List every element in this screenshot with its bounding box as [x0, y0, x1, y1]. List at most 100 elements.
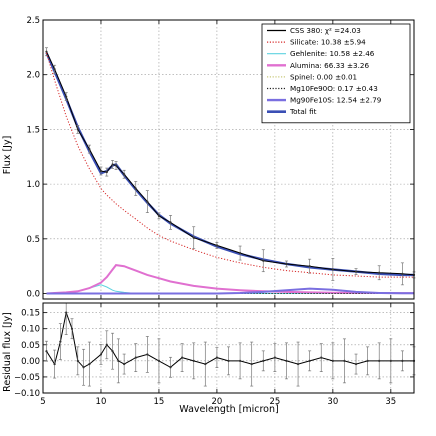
data-point — [105, 343, 108, 346]
data-point — [45, 350, 48, 353]
y-tick-label: −0.05 — [14, 373, 40, 383]
y-tick-label: −0.10 — [14, 389, 40, 399]
y-tick-label: 1.0 — [26, 180, 40, 190]
series-mg90fe10s — [46, 287, 414, 295]
data-point — [70, 327, 74, 330]
data-point — [169, 221, 172, 224]
data-point — [285, 359, 288, 362]
data-point — [192, 236, 195, 239]
data-point — [192, 359, 195, 362]
data-point — [238, 359, 242, 362]
data-point — [308, 359, 311, 362]
series-residual — [46, 310, 414, 368]
data-point — [181, 356, 184, 359]
data-point — [65, 95, 68, 98]
data-point — [331, 359, 334, 362]
y-tick-label: 0.05 — [21, 341, 40, 351]
data-point — [343, 359, 346, 362]
x-tick-label: 25 — [269, 397, 280, 407]
y-tick-label: 2.0 — [26, 71, 40, 81]
data-point — [215, 244, 219, 247]
legend-entry: Spinel: 0.00 ±0.01 — [290, 72, 357, 81]
y-tick-label: 1.5 — [26, 125, 40, 135]
legend: CSS 380: χ² =24.03 Silicate: 10.38 ±5.94 G… — [261, 23, 411, 124]
data-point — [273, 356, 276, 359]
data-point — [53, 362, 56, 366]
legend-box — [261, 23, 411, 124]
spectrum-y-axis-label: Flux [Jy] — [2, 136, 13, 175]
plot-frame-bottom — [42, 302, 415, 394]
data-point — [320, 356, 323, 359]
data-point — [134, 356, 137, 359]
residual-y-axis-label: Residual flux [Jy] — [2, 312, 13, 392]
legend-entry: Mg10Fe90O: 0.17 ±0.43 — [290, 84, 378, 93]
data-point — [215, 356, 219, 359]
data-point — [111, 350, 114, 353]
legend-entry: CSS 380: χ² =24.03 — [290, 26, 361, 35]
residual-panel: 5 10 15 20 25 30 35 −0.10 −0.05 0.00 0.05 0.10 0.15 — [14, 302, 416, 407]
data-point — [262, 359, 265, 362]
data-point — [204, 362, 207, 366]
data-point — [331, 268, 334, 271]
y-tick-label: 0.10 — [21, 325, 40, 335]
data-point — [76, 128, 79, 131]
y-tick-label: 0.15 — [21, 309, 40, 319]
data-point — [378, 271, 381, 274]
data-point — [134, 187, 137, 190]
data-point — [238, 251, 242, 255]
data-point — [45, 50, 48, 53]
data-point — [59, 340, 62, 343]
plot-frame-top — [42, 19, 415, 300]
x-axis-label: Wavelength [micron] — [179, 404, 278, 415]
data-point — [99, 169, 103, 173]
data-point — [296, 362, 300, 366]
legend-entry: Gehlenite: 10.58 ±2.46 — [290, 49, 375, 58]
data-point — [227, 359, 230, 362]
y-tick-label: 2.5 — [26, 16, 40, 26]
x-tick-label: 15 — [154, 397, 165, 407]
data-point — [157, 214, 161, 217]
data-point — [401, 272, 404, 275]
y-tick-label: 0.00 — [21, 357, 40, 367]
data-point — [123, 362, 126, 366]
x-tick-label: 35 — [385, 397, 396, 407]
x-tick-label: 5 — [40, 397, 45, 407]
data-point — [157, 359, 161, 362]
data-point — [401, 359, 404, 362]
data-point — [105, 170, 108, 174]
series-silicate — [46, 52, 414, 278]
data-point — [354, 270, 358, 273]
data-point — [88, 362, 91, 366]
data-point — [250, 362, 253, 366]
y-tick-label: 0.0 — [26, 290, 40, 300]
legend-entry: Alumina: 66.33 ±3.26 — [290, 61, 369, 70]
y-tick-label: 0.5 — [26, 235, 40, 245]
data-point — [389, 359, 392, 362]
data-point — [123, 173, 126, 176]
data-point — [82, 366, 85, 369]
data-point — [308, 265, 311, 268]
data-point — [285, 262, 288, 266]
x-tick-label: 10 — [96, 397, 107, 407]
data-point — [169, 366, 172, 369]
data-point — [65, 311, 68, 314]
data-point — [146, 200, 149, 203]
data-point — [262, 259, 265, 262]
data-point — [354, 362, 358, 366]
legend-entry: Silicate: 10.38 ±5.94 — [290, 38, 366, 47]
data-point — [88, 148, 91, 151]
legend-entry: Total fit — [289, 107, 317, 116]
data-point — [117, 359, 120, 362]
data-point — [99, 353, 103, 356]
data-point — [366, 359, 369, 362]
data-point — [76, 359, 79, 362]
x-tick-label: 30 — [327, 397, 338, 407]
data-point — [378, 359, 381, 362]
series-alumina — [46, 264, 414, 295]
x-tick-label: 20 — [211, 397, 222, 407]
data-point — [53, 68, 56, 71]
data-point — [146, 353, 149, 356]
legend-entry: Mg90Fe10S: 12.54 ±2.79 — [290, 96, 382, 105]
data-point — [111, 163, 114, 166]
